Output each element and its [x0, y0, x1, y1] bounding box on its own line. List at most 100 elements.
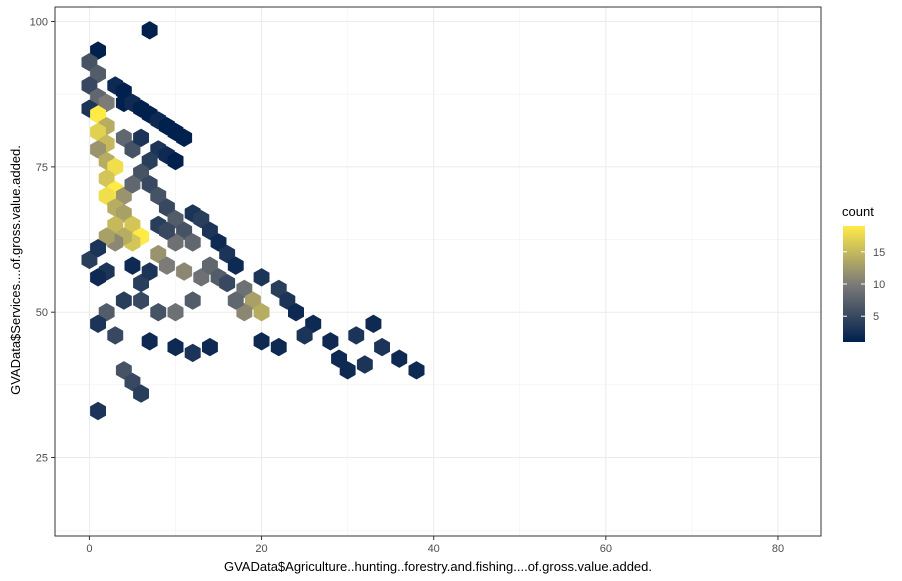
y-axis-ticks: 25 50 75 100 — [30, 17, 55, 465]
hex-bin-65 — [227, 291, 244, 310]
hex-bin-66 — [184, 291, 201, 310]
hex-bin-112 — [253, 332, 270, 351]
hex-bin-35 — [133, 128, 149, 147]
hex-bin-44 — [141, 151, 158, 171]
x-tick-label-2: 40 — [428, 543, 440, 555]
hex-bin-102 — [365, 314, 382, 333]
hex-bin-43 — [167, 151, 184, 171]
hex-bin-51 — [176, 221, 193, 240]
hex-bin-60 — [219, 273, 236, 293]
hex-bin-77 — [90, 401, 106, 421]
hex-bin-33 — [115, 128, 132, 147]
hex-bin-73 — [107, 326, 124, 345]
hex-bin-99 — [322, 332, 339, 351]
hex-bins — [81, 21, 425, 421]
hex-bin-75 — [124, 372, 141, 392]
hex-bin-80 — [124, 256, 141, 275]
legend-tick-label-0: 5 — [873, 311, 879, 323]
hex-bin-56 — [176, 262, 193, 281]
hex-bin-90 — [210, 233, 227, 252]
hex-bin-52 — [184, 233, 201, 252]
hex-bin-86 — [158, 221, 175, 240]
hex-bin-72 — [90, 314, 106, 333]
hex-bin-68 — [150, 303, 167, 322]
hex-bin-45 — [133, 163, 149, 182]
hex-bin-48 — [150, 186, 167, 206]
hex-bin-47 — [141, 175, 158, 194]
hex-bin-84 — [90, 239, 106, 258]
hex-bin-58 — [202, 256, 218, 275]
hex-bin-1 — [90, 41, 106, 60]
legend-tick-label-1: 10 — [873, 279, 885, 291]
hex-bin-100 — [331, 349, 347, 368]
hex-bin-13 — [90, 105, 106, 124]
hex-bin-20 — [98, 169, 115, 188]
hex-bin-105 — [408, 361, 425, 380]
hex-bin-82 — [90, 268, 106, 287]
hex-bin-96 — [288, 303, 304, 322]
hex-bin-49 — [158, 198, 175, 217]
hex-bin-104 — [391, 349, 408, 368]
hex-bin-71 — [98, 303, 115, 322]
hex-bin-2 — [81, 53, 98, 72]
panel-border — [54, 6, 822, 537]
hex-bin-64 — [236, 303, 253, 322]
hex-bin-111 — [202, 337, 218, 357]
hex-bin-92 — [227, 256, 244, 275]
hex-bin-26 — [107, 215, 124, 235]
x-axis-ticks: 0 20 40 60 80 — [86, 536, 784, 555]
hex-bin-62 — [245, 291, 261, 310]
hex-bin-27 — [124, 215, 141, 235]
hex-bin-34 — [124, 140, 141, 159]
x-tick-label-3: 60 — [600, 543, 612, 555]
hex-bin-46 — [124, 175, 141, 194]
hex-bin-57 — [193, 268, 210, 287]
hex-bin-98 — [296, 326, 313, 345]
hex-bin-69 — [133, 291, 149, 310]
hex-bin-101 — [348, 326, 365, 345]
x-tick-label-0: 0 — [86, 543, 92, 555]
hex-bin-106 — [339, 361, 356, 380]
hex-bin-89 — [202, 221, 218, 240]
hex-bin-110 — [184, 343, 201, 363]
hex-bin-25 — [115, 204, 132, 223]
hex-bin-4 — [81, 76, 98, 95]
y-tick-label-0: 25 — [36, 453, 48, 465]
y-axis-title: GVAData$Services....of.gross.value.added… — [8, 145, 23, 395]
hex-bin-0 — [141, 21, 158, 40]
hex-bin-76 — [133, 384, 149, 403]
hex-bin-50 — [167, 210, 184, 229]
hex-bin-22 — [98, 186, 115, 206]
hex-bin-3 — [90, 64, 106, 84]
hex-bin-97 — [305, 314, 322, 333]
hex-bin-54 — [150, 244, 167, 264]
legend-ticks: 5 10 15 — [843, 247, 885, 323]
hex-bin-103 — [374, 337, 390, 357]
hex-bin-94 — [270, 279, 287, 299]
y-tick-label-2: 75 — [36, 162, 48, 174]
x-axis-title: GVAData$Agriculture..hunting..forestry.a… — [224, 559, 652, 574]
hex-bin-53 — [167, 233, 184, 252]
hex-bin-6 — [98, 93, 115, 113]
hex-bin-17 — [90, 140, 106, 159]
legend-tick-label-2: 15 — [873, 247, 885, 259]
hex-bin-40 — [176, 128, 193, 147]
hex-bin-78 — [133, 273, 149, 293]
hex-bin-32 — [98, 227, 115, 246]
legend-title: count — [842, 204, 874, 219]
hex-bin-108 — [141, 332, 158, 351]
hex-bin-70 — [115, 291, 132, 310]
hex-bin-93 — [253, 268, 270, 287]
hex-bin-88 — [193, 210, 210, 229]
hex-bin-63 — [253, 303, 270, 322]
hex-bin-74 — [115, 361, 132, 380]
hex-bin-83 — [81, 250, 98, 270]
hex-bin-79 — [141, 262, 158, 281]
hex-bin-107 — [356, 355, 373, 374]
hex-bin-91 — [219, 244, 236, 264]
hex-bin-15 — [90, 122, 106, 142]
legend: count 5 10 15 — [842, 204, 885, 342]
hex-bin-95 — [279, 291, 296, 310]
